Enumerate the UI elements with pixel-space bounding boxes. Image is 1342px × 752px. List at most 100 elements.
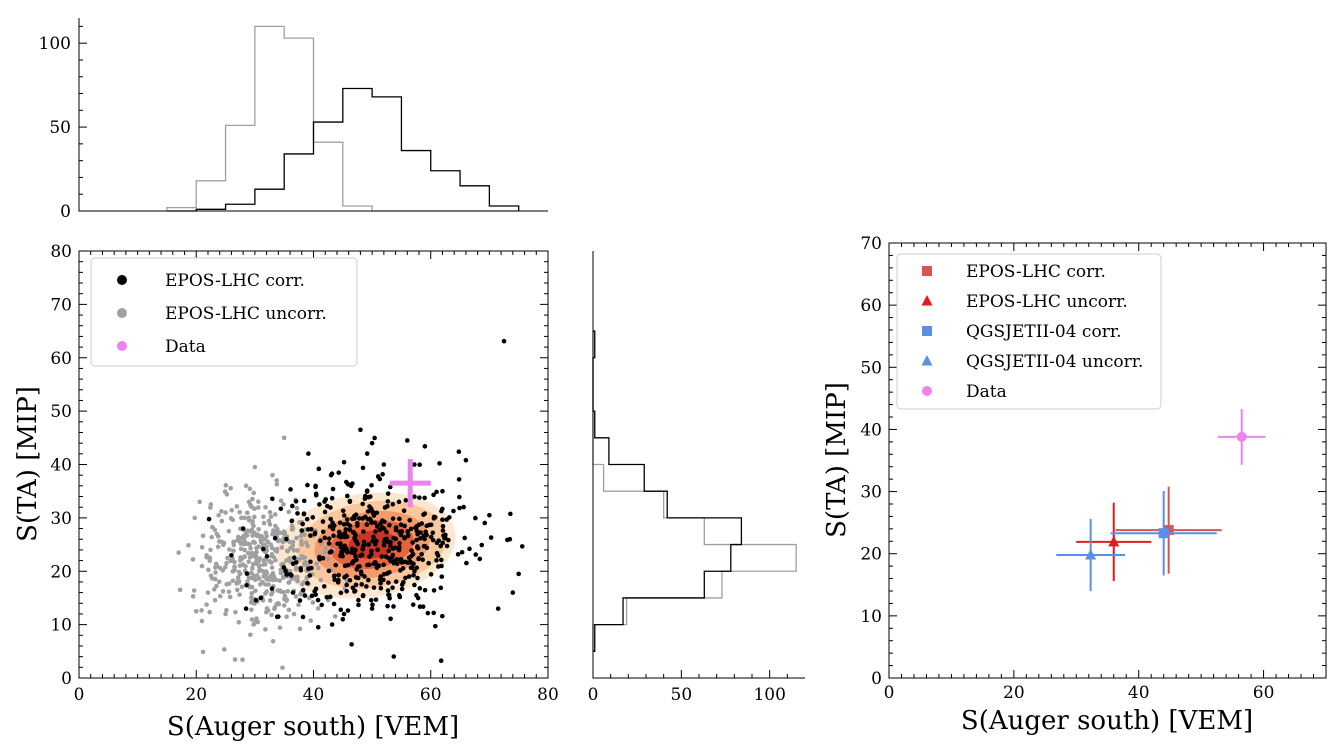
scatter-point-corr: [397, 594, 403, 600]
scatter-point-corr: [244, 582, 249, 588]
scatter-point-corr: [379, 554, 385, 559]
scatter-point-corr: [430, 530, 436, 536]
scatter-point-corr: [430, 537, 436, 543]
scatter-point-uncorr: [256, 544, 261, 550]
legend-label-epos-uncorr: EPOS-LHC uncorr.: [165, 304, 327, 324]
scatter-point-uncorr: [296, 602, 301, 608]
scatter-point-corr: [391, 535, 397, 541]
scatter-point-uncorr: [268, 542, 274, 547]
scatter-point-uncorr: [216, 512, 221, 518]
scatter-point-corr: [316, 466, 322, 472]
scatter-point-corr: [413, 526, 419, 531]
x-tick-label: 100: [753, 685, 785, 705]
scatter-point-corr: [353, 582, 359, 588]
scatter-point-corr: [459, 549, 465, 555]
scatter-point-corr: [426, 522, 432, 528]
scatter-point-corr: [343, 546, 349, 551]
scatter-point-uncorr: [310, 600, 316, 605]
scatter-point-corr: [350, 529, 356, 535]
scatter-point-corr: [440, 613, 445, 619]
scatter-point-corr: [341, 522, 347, 527]
scatter-point-uncorr: [199, 618, 205, 624]
summary-errorbars: [1056, 408, 1266, 591]
scatter-point-uncorr: [251, 621, 257, 627]
scatter-point-uncorr: [220, 589, 226, 594]
scatter-point-corr: [417, 604, 423, 609]
scatter-point-corr: [330, 526, 336, 532]
scatter-point-corr: [423, 529, 428, 535]
scatter-point-corr: [309, 565, 314, 571]
legend-label-qgsjet-corr: QGSJETII-04 corr.: [966, 322, 1121, 342]
top-histogram-panel: 0 50 100: [39, 18, 548, 222]
scatter-point-corr: [326, 536, 332, 541]
scatter-point-uncorr: [248, 584, 254, 590]
scatter-point-uncorr: [270, 472, 275, 478]
scatter-point-corr: [501, 338, 507, 344]
scatter-point-corr: [360, 465, 366, 471]
scatter-point-uncorr: [245, 579, 250, 584]
scatter-point-corr: [409, 565, 415, 570]
scatter-point-uncorr: [250, 496, 255, 502]
scatter-point-corr: [384, 529, 389, 535]
main-scatter-panel: 0 20 40 60 80 0 10 20 30 40 50 60 70 80 S(Auger south…: [13, 242, 559, 742]
scatter-point-corr: [392, 558, 398, 564]
scatter-point-corr: [422, 587, 428, 593]
y-tick-label: 70: [50, 295, 72, 315]
scatter-point-uncorr: [246, 517, 252, 523]
x-tick-label: 0: [74, 685, 85, 705]
scatter-point-corr: [270, 496, 275, 502]
scatter-point-uncorr: [243, 483, 249, 489]
scatter-point-uncorr: [176, 550, 181, 555]
scatter-point-corr: [371, 534, 376, 540]
scatter-point-uncorr: [262, 542, 267, 547]
scatter-point-uncorr: [249, 570, 254, 576]
scatter-point-corr: [328, 516, 333, 522]
scatter-point-corr: [431, 588, 437, 593]
scatter-point-uncorr: [257, 563, 262, 568]
scatter-point-corr: [331, 533, 336, 539]
scatter-point-corr: [295, 511, 300, 516]
scatter-point-uncorr: [308, 618, 314, 623]
scatter-point-corr: [352, 547, 358, 553]
scatter-point-corr: [372, 435, 377, 441]
scatter-point-corr: [333, 562, 339, 568]
scatter-point-corr: [370, 538, 375, 544]
scatter-point-corr: [444, 543, 450, 549]
scatter-point-uncorr: [236, 579, 242, 584]
scatter-point-corr: [381, 542, 387, 548]
scatter-point-uncorr: [219, 508, 224, 514]
scatter-point-uncorr: [315, 606, 321, 611]
scatter-point-corr: [293, 499, 299, 504]
scatter-point-corr: [373, 597, 379, 602]
scatter-point-uncorr: [248, 632, 253, 638]
scatter-point-uncorr: [286, 607, 292, 613]
scatter-point-corr: [347, 499, 353, 505]
scatter-point-uncorr: [210, 524, 215, 530]
scatter-point-uncorr: [247, 486, 253, 492]
scatter-point-uncorr: [299, 581, 305, 587]
scatter-point-corr: [351, 513, 357, 519]
scatter-point-corr: [419, 552, 424, 557]
summary-point-marker: [1236, 431, 1247, 442]
scatter-point-corr: [281, 565, 287, 570]
density-contour: [348, 530, 396, 559]
legend-label-epos-lhc-corr: EPOS-LHC corr.: [966, 262, 1106, 282]
scatter-point-corr: [386, 548, 392, 554]
scatter-point-corr: [417, 586, 423, 591]
scatter-point-corr: [327, 524, 333, 529]
scatter-point-corr: [288, 487, 293, 492]
scatter-point-corr: [415, 575, 420, 581]
scatter-point-uncorr: [289, 576, 294, 582]
scatter-point-corr: [329, 495, 335, 501]
scatter-point-uncorr: [244, 510, 250, 516]
y-tick-label: 40: [860, 420, 882, 440]
scatter-point-corr: [417, 495, 422, 500]
y-tick-label: 10: [50, 616, 72, 636]
scatter-point-uncorr: [259, 533, 264, 539]
scatter-point-corr: [320, 555, 326, 561]
scatter-point-corr: [399, 582, 405, 587]
scatter-point-uncorr: [256, 568, 262, 574]
scatter-point-uncorr: [208, 547, 213, 553]
summary-legend: EPOS-LHC corr. EPOS-LHC uncorr. QGSJETII…: [896, 253, 1162, 410]
scatter-point-corr: [308, 533, 313, 538]
